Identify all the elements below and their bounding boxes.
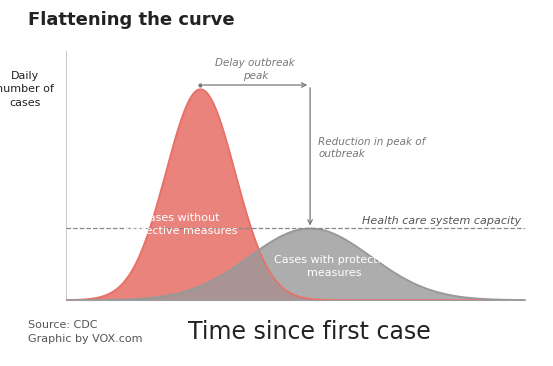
Text: Delay outbreak
peak: Delay outbreak peak [215,58,295,81]
Text: Source: CDC
Graphic by VOX.com: Source: CDC Graphic by VOX.com [28,320,142,344]
Text: Cases without
protective measures: Cases without protective measures [123,213,237,236]
Text: Time since first case: Time since first case [189,320,431,344]
Text: Flattening the curve: Flattening the curve [28,11,234,29]
Text: Health care system capacity: Health care system capacity [362,216,521,226]
Text: Cases with protective
measures: Cases with protective measures [274,255,395,278]
Text: Reduction in peak of
outbreak: Reduction in peak of outbreak [318,137,425,160]
Text: Daily
number of
cases: Daily number of cases [0,71,54,108]
